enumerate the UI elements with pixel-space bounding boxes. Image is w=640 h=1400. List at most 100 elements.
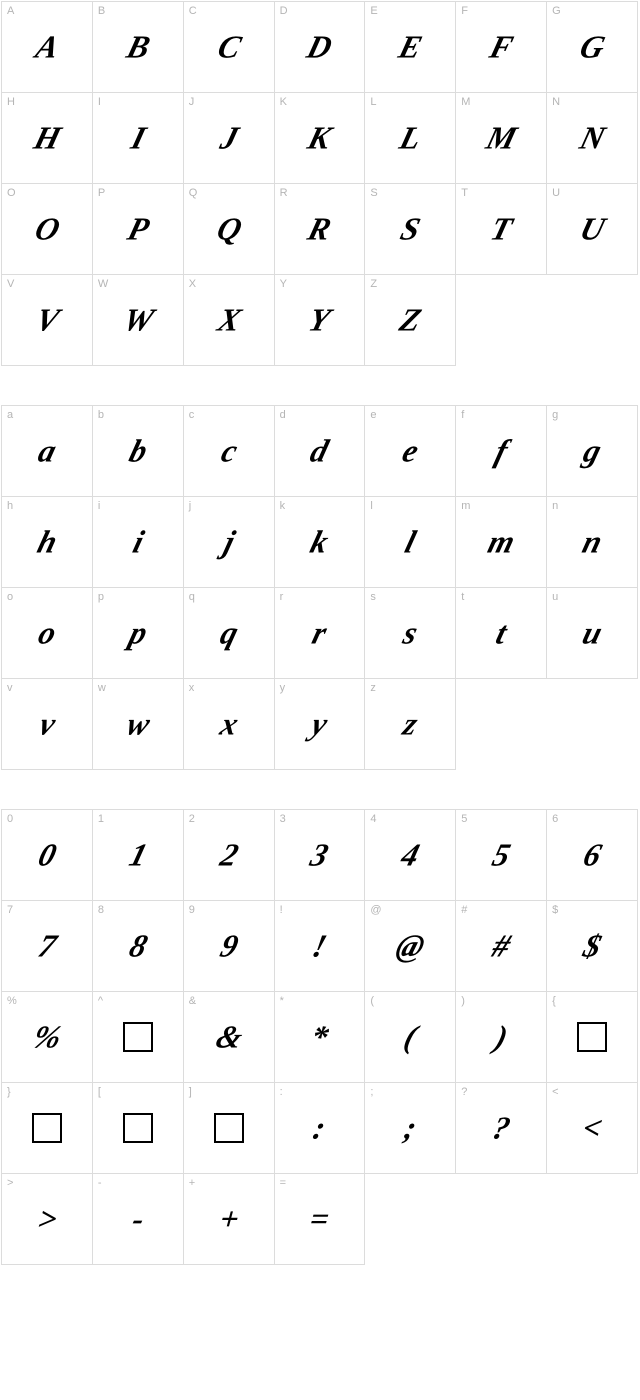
cell-label: n: [552, 500, 558, 512]
cell-glyph: 6: [580, 837, 605, 874]
char-cell: kk: [274, 496, 366, 588]
cell-glyph: B: [123, 29, 153, 66]
char-cell: ==: [274, 1173, 366, 1265]
char-cell: $$: [546, 900, 638, 992]
char-cell: ]: [183, 1082, 275, 1174]
cell-glyph: P: [124, 211, 152, 248]
cell-label: w: [98, 682, 106, 694]
cell-label: N: [552, 96, 560, 108]
char-cell: <<: [546, 1082, 638, 1174]
cell-label: J: [189, 96, 195, 108]
cell-label: *: [280, 995, 284, 1007]
cell-label: ]: [189, 1086, 192, 1098]
cell-glyph: S: [397, 211, 424, 248]
char-cell: qq: [183, 587, 275, 679]
cell-glyph: V: [32, 302, 62, 339]
char-cell: bb: [92, 405, 184, 497]
cell-label: p: [98, 591, 104, 603]
cell-glyph: e: [399, 433, 422, 470]
cell-label: P: [98, 187, 105, 199]
cell-glyph: z: [400, 706, 421, 743]
cell-glyph: 3: [307, 837, 332, 874]
cell-label: 2: [189, 813, 195, 825]
cell-label: F: [461, 5, 468, 17]
cell-label: R: [280, 187, 288, 199]
cell-label: r: [280, 591, 284, 603]
cell-label: V: [7, 278, 14, 290]
cell-label: v: [7, 682, 13, 694]
cell-label: S: [370, 187, 377, 199]
char-cell: ::: [274, 1082, 366, 1174]
cell-label: %: [7, 995, 17, 1007]
cell-label: j: [189, 500, 191, 512]
cell-glyph: i: [129, 524, 147, 561]
cell-glyph: X: [213, 302, 243, 339]
cell-label: Y: [280, 278, 287, 290]
cell-label: ): [461, 995, 465, 1007]
cell-label: q: [189, 591, 195, 603]
missing-glyph-box: [214, 1113, 244, 1143]
char-cell: 55: [455, 809, 547, 901]
cell-label: 8: [98, 904, 104, 916]
cell-label: k: [280, 500, 286, 512]
cell-label: I: [98, 96, 101, 108]
missing-glyph-box: [123, 1022, 153, 1052]
cell-glyph: b: [125, 433, 150, 470]
cell-glyph: ;: [401, 1110, 421, 1147]
char-cell: ((: [364, 991, 456, 1083]
char-cell: ll: [364, 496, 456, 588]
cell-label: 3: [280, 813, 286, 825]
cell-glyph: *: [307, 1019, 332, 1056]
character-map-root: AABBCCDDEEFFGGHHIIJJKKLLMMNNOOPPQQRRSSTT…: [2, 2, 638, 1265]
cell-label: 1: [98, 813, 104, 825]
cell-glyph: !: [309, 928, 330, 965]
cell-glyph: M: [483, 120, 520, 157]
cell-glyph: O: [31, 211, 63, 248]
cell-glyph: %: [29, 1019, 65, 1056]
cell-glyph: H: [30, 120, 64, 157]
cell-label: f: [461, 409, 464, 421]
cell-glyph: u: [579, 615, 606, 652]
char-cell: pp: [92, 587, 184, 679]
char-cell: **: [274, 991, 366, 1083]
cell-glyph: q: [216, 615, 241, 652]
cell-label: [: [98, 1086, 101, 1098]
char-cell: HH: [1, 92, 93, 184]
cell-glyph: C: [213, 29, 243, 66]
char-cell: oo: [1, 587, 93, 679]
char-cell: ww: [92, 678, 184, 770]
cell-glyph: 1: [125, 837, 150, 874]
cell-label: @: [370, 904, 381, 916]
cell-label: 6: [552, 813, 558, 825]
cell-label: #: [461, 904, 467, 916]
char-cell: TT: [455, 183, 547, 275]
cell-glyph: <: [578, 1110, 605, 1147]
cell-glyph: m: [484, 524, 518, 561]
cell-glyph: a: [34, 433, 59, 470]
cell-label: 5: [461, 813, 467, 825]
cell-glyph: Q: [213, 211, 245, 248]
char-cell: ??: [455, 1082, 547, 1174]
cell-label: $: [552, 904, 558, 916]
char-cell: aa: [1, 405, 93, 497]
char-cell: JJ: [183, 92, 275, 184]
cell-label: :: [280, 1086, 283, 1098]
cell-glyph: W: [119, 302, 156, 339]
cell-glyph: K: [304, 120, 334, 157]
char-cell: 22: [183, 809, 275, 901]
cell-glyph: $: [580, 928, 605, 965]
empty-cell: [455, 274, 547, 366]
cell-glyph: U: [576, 211, 608, 248]
char-cell: gg: [546, 405, 638, 497]
char-cell: --: [92, 1173, 184, 1265]
missing-glyph-box: [577, 1022, 607, 1052]
char-cell: XX: [183, 274, 275, 366]
char-cell: mm: [455, 496, 547, 588]
char-cell: [: [92, 1082, 184, 1174]
cell-label: !: [280, 904, 283, 916]
cell-label: +: [189, 1177, 195, 1189]
cell-glyph: o: [34, 615, 59, 652]
missing-glyph-box: [32, 1113, 62, 1143]
char-cell: 11: [92, 809, 184, 901]
cell-glyph: k: [307, 524, 332, 561]
